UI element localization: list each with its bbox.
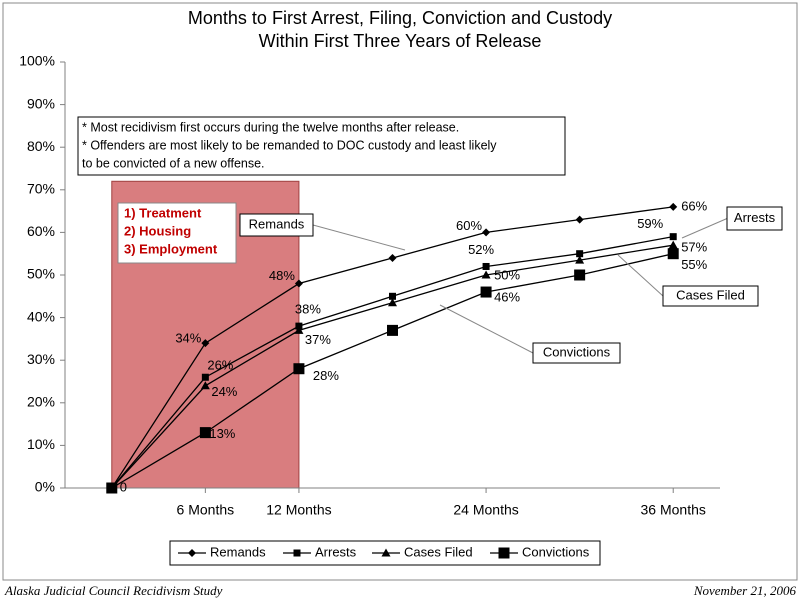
callout-box <box>532 342 621 364</box>
marker <box>575 215 584 224</box>
marker <box>481 270 491 279</box>
data-label: 38% <box>295 302 321 317</box>
note: to be convicted of a new offense. <box>82 156 265 170</box>
callout-leader <box>617 254 664 297</box>
marker <box>293 549 301 557</box>
marker <box>498 547 510 559</box>
x-tick-label: 24 Months <box>453 502 518 518</box>
data-label: 57% <box>681 240 707 255</box>
chart-title: Months to First Arrest, Filing, Convicti… <box>188 8 612 28</box>
marker <box>387 324 398 336</box>
x-tick-label: 12 Months <box>266 502 331 518</box>
legend-label: Convictions <box>522 544 590 559</box>
y-tick-label: 100% <box>19 53 55 69</box>
marker <box>574 269 586 281</box>
priority: 2) Housing <box>124 223 191 238</box>
callout-box <box>662 285 759 307</box>
marker <box>294 325 304 334</box>
data-label: 59% <box>637 216 663 231</box>
y-tick-label: 10% <box>27 436 55 452</box>
marker <box>388 253 397 262</box>
callout-label: Convictions <box>543 344 611 359</box>
priority: 1) Treatment <box>124 205 202 220</box>
legend-marker <box>498 547 510 559</box>
data-label: 24% <box>211 384 237 399</box>
marker <box>388 298 397 307</box>
marker <box>669 233 677 241</box>
legend-marker <box>381 548 391 557</box>
y-tick-label: 50% <box>27 266 55 282</box>
data-label: 28% <box>313 368 339 383</box>
legend-label: Cases Filed <box>404 544 473 559</box>
data-label: 60% <box>456 218 482 233</box>
marker <box>200 381 210 390</box>
marker <box>668 240 678 249</box>
marker <box>482 228 491 237</box>
y-tick-label: 20% <box>27 394 55 410</box>
callout-box <box>726 206 783 231</box>
marker <box>480 286 492 298</box>
y-tick-label: 30% <box>27 351 55 367</box>
marker <box>294 279 303 288</box>
callout-label: Remands <box>249 216 305 231</box>
y-tick-label: 0% <box>35 479 55 495</box>
x-tick-label: 36 Months <box>641 502 706 518</box>
legend-marker <box>293 549 301 557</box>
marker <box>669 202 678 211</box>
marker <box>575 255 585 264</box>
data-label: 52% <box>468 242 494 257</box>
data-label: 55% <box>681 257 707 272</box>
callout-label: Cases Filed <box>676 287 745 302</box>
note: * Most recidivism first occurs during th… <box>82 120 459 134</box>
y-tick-label: 60% <box>27 223 55 239</box>
priority: 3) Employment <box>124 241 218 256</box>
callout-leader <box>439 304 534 354</box>
legend-label: Arrests <box>315 544 357 559</box>
date: November 21, 2006 <box>693 583 797 598</box>
data-label: 50% <box>494 267 520 282</box>
data-label: 46% <box>494 289 520 304</box>
y-tick-label: 40% <box>27 308 55 324</box>
priorities-box <box>117 202 237 264</box>
chart-title: Within First Three Years of Release <box>259 31 542 51</box>
marker <box>188 549 196 557</box>
marker <box>201 339 210 348</box>
legend-label: Remands <box>210 544 266 559</box>
callout-box <box>239 213 314 237</box>
source: Alaska Judicial Council Recidivism Study <box>4 583 223 598</box>
x-tick-label: 6 Months <box>177 502 235 518</box>
data-label: 34% <box>175 331 201 346</box>
y-tick-label: 70% <box>27 181 55 197</box>
callout-label: Arrests <box>734 210 776 225</box>
marker <box>576 250 584 258</box>
y-tick-label: 80% <box>27 138 55 154</box>
data-label: 37% <box>305 332 331 347</box>
y-tick-label: 90% <box>27 95 55 111</box>
data-label: 66% <box>681 198 707 213</box>
callout-leader <box>312 224 406 251</box>
marker <box>381 548 391 557</box>
data-label: 48% <box>269 268 295 283</box>
callout-leader <box>681 218 728 239</box>
marker <box>482 262 490 270</box>
legend-marker <box>188 549 196 557</box>
marker <box>106 482 118 494</box>
marker <box>293 363 305 375</box>
notes-box <box>77 116 566 176</box>
marker <box>201 373 209 381</box>
marker <box>667 248 679 260</box>
data-label: 26% <box>207 358 233 373</box>
marker <box>389 292 396 300</box>
data-label: 13% <box>209 426 235 441</box>
note: * Offenders are most likely to be remand… <box>82 138 497 152</box>
data-label: 0 <box>120 479 127 494</box>
marker <box>199 427 211 439</box>
